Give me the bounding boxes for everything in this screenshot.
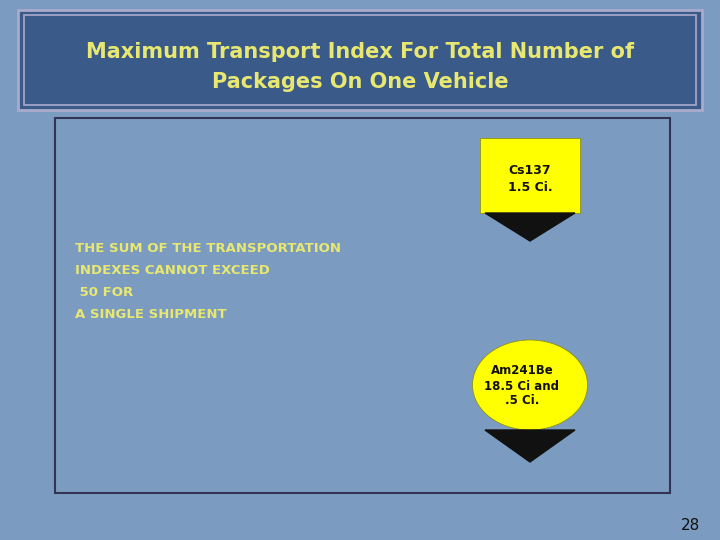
Polygon shape	[485, 430, 575, 462]
Bar	[24, 15, 696, 105]
Text: Cs137: Cs137	[509, 164, 552, 177]
Text: .5 Ci.: .5 Ci.	[505, 395, 539, 408]
Polygon shape	[485, 213, 575, 241]
Text: Am241Be: Am241Be	[490, 364, 554, 377]
Text: 28: 28	[680, 517, 700, 532]
Text: Maximum Transport Index For Total Number of: Maximum Transport Index For Total Number…	[86, 42, 634, 62]
Text: Packages On One Vehicle: Packages On One Vehicle	[212, 72, 508, 92]
Bar	[55, 118, 670, 493]
Bar	[480, 138, 580, 213]
Ellipse shape	[472, 340, 588, 430]
Text: 18.5 Ci and: 18.5 Ci and	[485, 381, 559, 394]
Text: INDEXES CANNOT EXCEED: INDEXES CANNOT EXCEED	[75, 264, 270, 276]
Text: 50 FOR: 50 FOR	[75, 286, 133, 299]
Text: A SINGLE SHIPMENT: A SINGLE SHIPMENT	[75, 307, 227, 321]
Bar	[18, 10, 702, 110]
Text: 1.5 Ci.: 1.5 Ci.	[508, 181, 552, 194]
Text: THE SUM OF THE TRANSPORTATION: THE SUM OF THE TRANSPORTATION	[75, 241, 341, 254]
